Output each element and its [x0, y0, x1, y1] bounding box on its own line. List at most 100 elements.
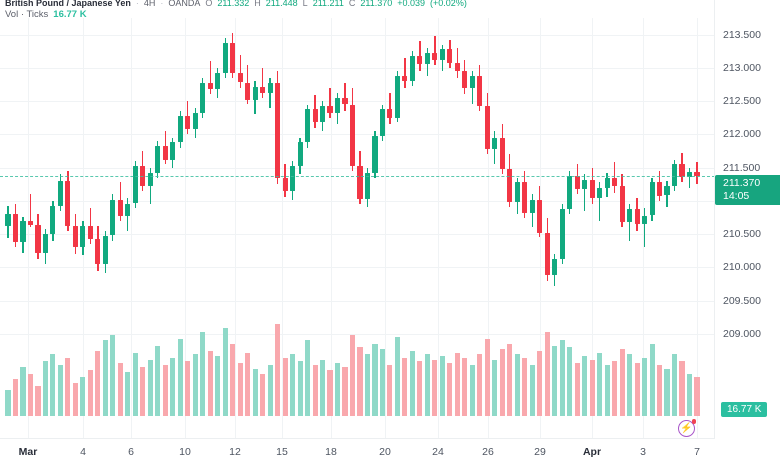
price-axis[interactable]: 211.370 14:05 16.77 K 213.500 213.000 212.… — [714, 0, 780, 470]
candle-body — [72, 226, 78, 248]
volume-bar — [222, 328, 228, 416]
interval-label[interactable]: 4H — [143, 0, 156, 8]
volume-bar — [387, 365, 393, 416]
price-axis-tick: 210.500 — [723, 228, 761, 241]
lightning-bolt-icon[interactable]: ⚡ — [678, 419, 696, 437]
volume-bar — [27, 373, 34, 416]
time-axis[interactable]: Mar 4 6 10 12 15 18 20 24 26 29 Apr 3 7 — [0, 438, 715, 471]
candle-body — [237, 73, 243, 83]
volume-bar — [177, 338, 183, 416]
legend-symbol-row[interactable]: British Pound / Japanese Yen · 4H · OAND… — [5, 0, 467, 9]
legend-separator: · — [135, 0, 139, 8]
close-label: C — [348, 0, 356, 8]
volume-bar — [155, 345, 161, 416]
candle-body — [117, 199, 123, 216]
volume-bar — [567, 347, 573, 416]
volume-bar — [439, 356, 445, 416]
candle-body — [305, 109, 311, 143]
candle-body — [492, 137, 498, 149]
candle-body — [439, 49, 445, 60]
time-axis-tick: 26 — [482, 446, 494, 458]
gridline-horizontal — [0, 333, 715, 335]
volume-bar — [559, 340, 565, 416]
candle-wick — [389, 93, 391, 125]
time-axis-tick: 10 — [179, 446, 191, 458]
gridline-vertical — [385, 18, 386, 438]
candle-wick — [209, 61, 211, 95]
open-label: O — [205, 0, 213, 8]
candle-body — [230, 42, 236, 74]
candle-body — [27, 220, 34, 225]
candle-body — [522, 182, 528, 213]
price-axis-tick: 213.000 — [723, 61, 761, 74]
candle-body — [529, 199, 535, 213]
volume-bar — [357, 347, 363, 416]
exchange-label[interactable]: OANDA — [168, 0, 201, 8]
candle-body — [35, 224, 41, 253]
volume-bar — [125, 372, 131, 416]
candle-body — [514, 182, 520, 203]
time-axis-tick: 15 — [276, 446, 288, 458]
gridline-vertical — [488, 18, 489, 438]
candle-wick — [329, 87, 331, 118]
volume-bar — [319, 359, 326, 416]
volume-bar — [417, 361, 423, 416]
candle-body — [87, 226, 93, 240]
candle-body — [12, 214, 19, 243]
gridline-horizontal — [0, 200, 715, 202]
volume-bar — [230, 343, 236, 416]
volume-bar — [582, 356, 588, 416]
high-value: 211.448 — [265, 0, 298, 8]
candle-body — [671, 164, 678, 187]
high-label: H — [254, 0, 261, 8]
gridline-vertical — [697, 18, 698, 438]
candle-body — [290, 166, 296, 191]
candle-body — [260, 86, 266, 94]
legend-volume-row[interactable]: Vol · Ticks 16.77 K — [5, 9, 467, 20]
volume-bar — [102, 340, 108, 416]
volume-bar — [671, 354, 678, 416]
gridline-vertical — [331, 18, 332, 438]
gridline-horizontal — [0, 300, 715, 302]
candle-wick — [261, 67, 264, 98]
candle-body — [252, 86, 258, 100]
time-axis-tick: 29 — [534, 446, 546, 458]
gridline-vertical — [28, 18, 29, 438]
gridline-vertical — [235, 18, 236, 438]
candle-body — [417, 55, 423, 65]
candle-wick — [239, 54, 241, 88]
symbol-name[interactable]: British Pound / Japanese Yen — [5, 0, 131, 8]
candle-body — [132, 166, 138, 204]
volume-bar — [200, 332, 206, 416]
candlestick-series — [0, 18, 715, 438]
candle-body — [664, 186, 670, 196]
volume-bar — [35, 386, 41, 416]
volume-bar — [207, 350, 213, 416]
change-percent: (+0.02%) — [430, 0, 467, 8]
candle-body — [537, 199, 543, 233]
volume-bar — [297, 361, 303, 416]
volume-bar — [192, 354, 198, 416]
candle-body — [177, 115, 183, 143]
candle-wick — [89, 207, 92, 245]
time-axis-tick: 20 — [379, 446, 391, 458]
current-price-badge: 211.370 14:05 — [715, 175, 780, 206]
close-value: 211.370 — [360, 0, 393, 8]
volume-badge: 16.77 K — [721, 402, 768, 417]
volume-bar — [342, 366, 348, 416]
time-axis-tick: 4 — [80, 446, 86, 458]
volume-bar — [634, 363, 640, 416]
price-axis-tick: 209.000 — [723, 327, 761, 340]
chart-plot-area[interactable] — [0, 18, 715, 438]
volume-bar — [537, 350, 543, 416]
candle-wick — [584, 174, 586, 211]
candle-body — [642, 215, 648, 225]
time-axis-tick: Apr — [582, 446, 602, 458]
candle-body — [424, 53, 430, 65]
candle-body — [649, 182, 655, 216]
volume-bar — [252, 368, 258, 416]
chart-legend: British Pound / Japanese Yen · 4H · OAND… — [5, 0, 467, 20]
candle-body — [334, 97, 341, 114]
volume-bar — [379, 349, 386, 416]
